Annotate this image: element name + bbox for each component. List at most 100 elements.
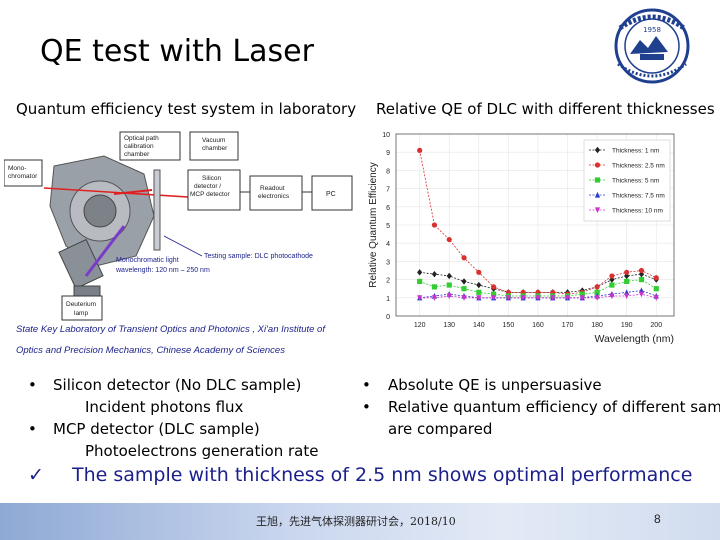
data-point — [638, 291, 645, 298]
y-tick-label: 9 — [386, 150, 390, 157]
data-point — [638, 270, 645, 278]
x-tick-label: 120 — [414, 322, 426, 329]
data-point — [638, 267, 645, 274]
data-point — [624, 293, 630, 300]
data-point — [624, 272, 630, 280]
legend-label: Thickness: 2.5 nm — [612, 163, 665, 170]
plot-frame — [395, 133, 675, 317]
slide-title: QE test with Laser — [40, 34, 314, 69]
y-tick-label: 5 — [386, 223, 390, 230]
deuterium-label: Deuterium lamp — [66, 301, 96, 317]
right-heading: Relative QE of DLC with different thickn… — [376, 100, 715, 118]
data-point — [505, 295, 511, 301]
data-point — [490, 284, 497, 290]
data-point — [461, 295, 467, 301]
bullet-marker: • — [28, 376, 37, 394]
legend-marker — [594, 177, 601, 183]
pc-label: PC — [326, 191, 336, 198]
bullet-absolute-qe: Absolute QE is unpersuasive — [388, 376, 602, 394]
data-point — [535, 295, 541, 301]
data-point — [653, 295, 659, 301]
data-point — [431, 222, 438, 228]
y-tick-label: 4 — [386, 241, 390, 248]
legend-label: Thickness: 7.5 nm — [612, 193, 665, 200]
left-heading: Quantum efficiency test system in labora… — [16, 100, 357, 118]
bullet-mcp-detector: MCP detector (DLC sample) — [53, 420, 260, 438]
optical-path-label: Optical path calibration chamber — [124, 135, 159, 158]
legend-marker — [594, 162, 601, 168]
data-point — [476, 269, 482, 275]
x-tick-label: 200 — [650, 322, 662, 329]
y-tick-label: 8 — [386, 168, 390, 175]
x-tick-label: 170 — [562, 322, 574, 329]
y-tick-label: 3 — [386, 259, 390, 266]
data-point — [609, 282, 615, 288]
data-point — [564, 295, 571, 301]
x-tick-label: 160 — [532, 322, 544, 329]
bullet-marker: • — [28, 420, 37, 438]
y-tick-label: 10 — [382, 132, 390, 139]
y-tick-label: 2 — [386, 278, 390, 285]
data-point — [638, 277, 645, 283]
data-point — [476, 295, 482, 301]
footer-bar: 王旭，先进气体探测器研讨会，2018/10 8 — [0, 503, 720, 540]
data-point — [431, 270, 438, 278]
readout-label: Readout electronics — [258, 185, 290, 200]
footer-conference: 王旭，先进气体探测器研讨会，2018/10 — [256, 515, 456, 528]
data-point — [417, 295, 423, 301]
data-point — [490, 291, 497, 297]
data-point — [431, 284, 438, 290]
data-point — [550, 295, 556, 301]
data-point — [461, 286, 467, 292]
monochromatic-light-label: Monochromatic light wavelength: 120 nm – … — [115, 257, 210, 274]
data-point — [476, 281, 482, 289]
data-point — [579, 291, 585, 297]
data-point — [624, 269, 630, 275]
data-point — [431, 295, 438, 301]
x-tick-label: 130 — [443, 322, 455, 329]
page-number: 8 — [654, 512, 661, 526]
legend-marker — [594, 207, 601, 214]
data-point — [476, 289, 482, 295]
data-point — [417, 147, 423, 153]
bullet-compared: are compared — [388, 420, 493, 438]
legend-label: Thickness: 5 nm — [612, 178, 659, 185]
svg-text:1958: 1958 — [643, 26, 661, 34]
data-point — [594, 284, 600, 290]
legend-marker — [594, 191, 601, 198]
detector-label: Silicon detector / MCP detector — [190, 175, 230, 198]
bullet-marker: • — [362, 376, 371, 394]
data-point — [653, 275, 659, 281]
data-point — [446, 293, 452, 300]
series-line-5 — [419, 293, 657, 299]
bullet-silicon-detector: Silicon detector (No DLC sample) — [53, 376, 302, 394]
data-point — [594, 289, 600, 295]
data-point — [461, 278, 467, 285]
y-tick-label: 6 — [386, 205, 390, 212]
data-point — [609, 273, 615, 279]
series-line-4 — [419, 290, 657, 299]
relative-qe-chart: 0 1 2 3 4 5 6 7 8 9 10 120 130 140 150 160 170 180 190 200 W… — [368, 132, 675, 345]
x-axis-label: Wavelength (nm) — [594, 333, 674, 345]
y-axis-label: Relative Quantum Efficiency — [368, 162, 379, 287]
x-tick-label: 150 — [503, 322, 515, 329]
data-point — [417, 278, 423, 285]
data-point — [446, 236, 452, 243]
x-tick-label: 180 — [591, 322, 603, 329]
monochromator-label: Mono-chromator — [8, 165, 38, 180]
legend-label: Thickness: 1 nm — [612, 148, 659, 155]
bullet-incident-photons: Incident photons flux — [85, 398, 244, 416]
bullet-photoelectrons: Photoelectrons generation rate — [85, 442, 319, 460]
university-logo: 1958 — [614, 8, 690, 84]
data-point — [609, 293, 615, 300]
checkmark-icon: ✓ — [28, 465, 44, 486]
data-point — [461, 255, 467, 261]
conclusion-text: The sample with thickness of 2.5 nm show… — [72, 464, 693, 486]
x-tick-label: 140 — [473, 322, 485, 329]
bullet-marker: • — [362, 398, 371, 416]
data-point — [653, 286, 659, 292]
data-point — [594, 295, 600, 301]
legend-label: Thickness: 10 nm — [612, 208, 663, 215]
lab-caption-line1: State Key Laboratory of Transient Optics… — [16, 324, 325, 335]
data-point — [417, 269, 423, 276]
